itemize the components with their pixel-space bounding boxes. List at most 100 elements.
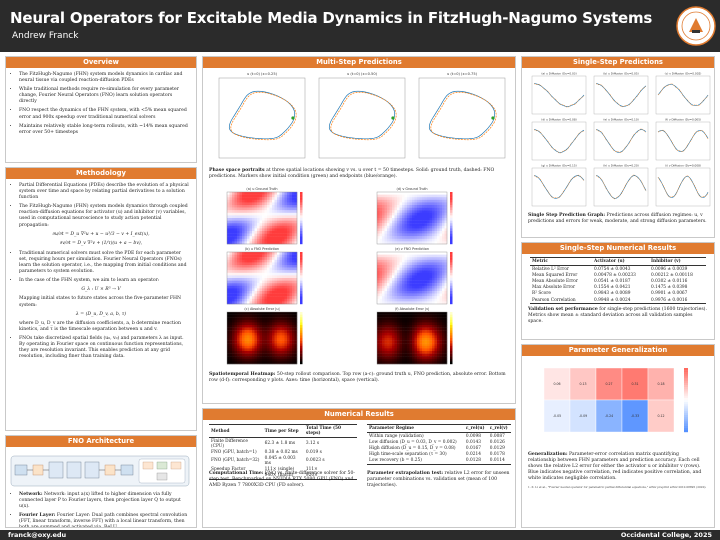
caption-text: 50-step rollout comparison. Top row (a-c… [209,372,506,383]
fno-bullet-label: Fourier Layer: [19,513,56,519]
table-cell: Low recovery (b = 0.25) [367,457,464,465]
plot-title: u (t=0) (x=0.25) [247,72,278,76]
fno-bullet-label: Network: [19,492,43,497]
table-cell: 0.38 ± 0.02 ms [264,449,298,455]
colorbar-segment [684,417,688,420]
correlation-value: 0.27 [605,382,612,386]
methodology-bullet: FNOs take discretized spatial fields (u₀… [19,336,190,360]
table-cell: 920× [303,472,357,480]
colorbar-segment [684,400,688,403]
methodology-bullet: In the case of the FHN system, we aim to… [19,278,190,284]
table-cell: Mean Squared Error [532,272,578,278]
colorbar-segment [684,370,688,373]
metric-row: R² Score 0.9843 ± 0.0089 0.9901 ± 0.0067 [530,291,706,297]
table-cell: 0.9901 ± 0.0067 [651,291,688,297]
single-step-numerical-panel: Single-Step Numerical Results Metric Act… [521,242,715,340]
single-step-numerical-heading: Single-Step Numerical Results [522,243,714,254]
fno-architecture-heading: FNO Architecture [6,436,196,447]
colorbar-segment [684,397,688,401]
phase-portrait-caption: Phase space portraits at three spatial l… [209,168,509,180]
parameter-vector: λ = (D_u, D_v, a, b, τ) [75,311,127,317]
table-cell: 111× (single) [264,467,295,473]
table-cell: FNO (GPU, batch=32) [211,458,260,464]
table-header: Time per Step [262,424,304,438]
correlation-value: 0.18 [657,382,664,386]
overview-bullet: The FitzHugh-Nagumo (FHN) system models … [19,72,190,84]
colorbar-segment [684,414,688,418]
plot-title: (f) v Diffusion (Dv=0.005) [665,118,701,122]
initial-condition-marker [391,116,395,120]
table-header: Activator (u) [592,257,649,266]
correlation-cell [647,367,675,401]
colorbar-segment [684,423,688,426]
colorbar-segment [684,378,688,381]
table-cell: 0.1475 ± 0.0398 [651,285,688,291]
ground-truth-trajectory [328,90,396,140]
table-cell: 0.0087 [489,433,505,439]
colorbar-segment [684,429,688,433]
timing-row: Finite Difference (CPU) 62.3 ± 1.8 ms 3.12… [209,438,357,450]
table-cell: 0.0126 [489,439,505,445]
timing-row: FNO (GPU, batch=1) 0.38 ± 0.02 ms 0.019 s [209,449,357,455]
colorbar-segment [684,374,688,377]
plot-title: u (t=0) (x=0.75) [447,72,478,76]
table-cell: 0.0023 s [305,458,325,464]
prediction-line [533,83,585,108]
table-cell: Relative L² Error [532,266,569,272]
table-cell: Max Absolute Error [532,285,576,291]
table-cell: R² Score [532,291,551,297]
table-cell: 0.0302 ± 0.0116 [651,278,688,284]
heatmap-panel: (c) Absolute Error |u| (f) Absolute Error… [226,307,453,365]
poster-footer: franck@oxy.edu Occidental College, 2025 [0,530,720,540]
single-step-plot: (b) u Diffusion (Du=0.05) [593,72,649,115]
table-cell: 0.0143 [465,439,481,445]
table-cell [209,472,263,480]
correlation-cell [595,367,623,401]
correlation-value: 0.06 [553,382,560,386]
plot-title: (d) u Diffusion (Du=0.08) [541,118,576,122]
table-header: Metric [530,257,593,266]
extrapolation-row: Low diffusion (D_u = 0.03, D_v = 0.002) 0… [367,439,511,445]
contact-email[interactable]: franck@oxy.edu [8,531,67,539]
table-cell: 0.9948 ± 0.0024 [592,296,649,305]
phase-portrait-svg: u (t=0) (x=0.25) u (t=0) (x=0.50) u (t=0) … [218,72,506,159]
table-cell: Low diffusion (D_u = 0.03, D_v = 0.002) [369,439,457,445]
correlation-value: 0.13 [579,382,586,386]
colorbar-segment [684,393,688,396]
heatmap-title: (a) u Ground Truth [246,187,277,191]
table-cell: High diffusion (D_u = 0.15, D_v = 0.08) [369,445,456,451]
fno-prediction-trajectory [430,91,497,141]
table-cell: 0.0098 [465,433,481,439]
parameter-generalization-panel: Parameter Generalization 0.06 0.13 0.27 0.3… [521,344,715,528]
metric-row: Mean Squared Error 0.00478 ± 0.00233 0.002… [530,272,706,278]
prediction-line [657,83,709,106]
methodology-panel: Methodology Partial Differential Equatio… [5,167,197,431]
single-step-panel: Single-Step Predictions (a) u Diffusion … [521,56,715,238]
metric-row: Mean Absolute Error 0.0541 ± 0.0187 0.0302… [530,278,706,284]
ground-truth-trajectory [428,90,496,140]
poster-author: Andrew Franck [12,31,79,41]
colorbar-segment [684,395,688,399]
correlation-cell [621,367,649,401]
fno-bullet-text: Network: input a(x) lifted to higher dim… [19,492,181,510]
methodology-bullet: The FitzHugh-Nagumo (FHN) system models … [19,204,190,228]
table-cell: FNO (GPU, batch=1) [211,449,257,455]
correlation-value: -0.05 [553,414,561,418]
extrapolation-row: High diffusion (D_u = 0.15, D_v = 0.08) 0… [367,445,511,451]
single-step-plot: (f) v Diffusion (Dv=0.005) [655,118,711,161]
colorbar-segment [684,412,688,416]
plot-title: u (t=0) (x=0.50) [347,72,378,76]
colorbar-segment [684,372,688,375]
correlation-value: -0.24 [605,414,613,418]
operator-equation: G_λ : U × R⁵ → V [81,287,121,293]
colorbar-segment [684,391,688,394]
colorbar-segment [684,385,688,388]
caption-text: for single-step predictions (1600 trajec… [528,307,707,325]
prediction-line [595,83,647,108]
metric-row: Pearson Correlation 0.9948 ± 0.0024 0.9976… [530,296,706,305]
table-cell: High time-scale separation (τ = 30) [369,452,447,458]
methodology-text: Mapping initial states to future states … [19,296,182,308]
single-step-grid-svg: (a) u Diffusion (Du=0.03) (b) u Diffusion… [531,72,711,207]
table-cell: 111× [305,467,318,473]
caption-label: Parameter extrapolation test: [367,471,444,476]
